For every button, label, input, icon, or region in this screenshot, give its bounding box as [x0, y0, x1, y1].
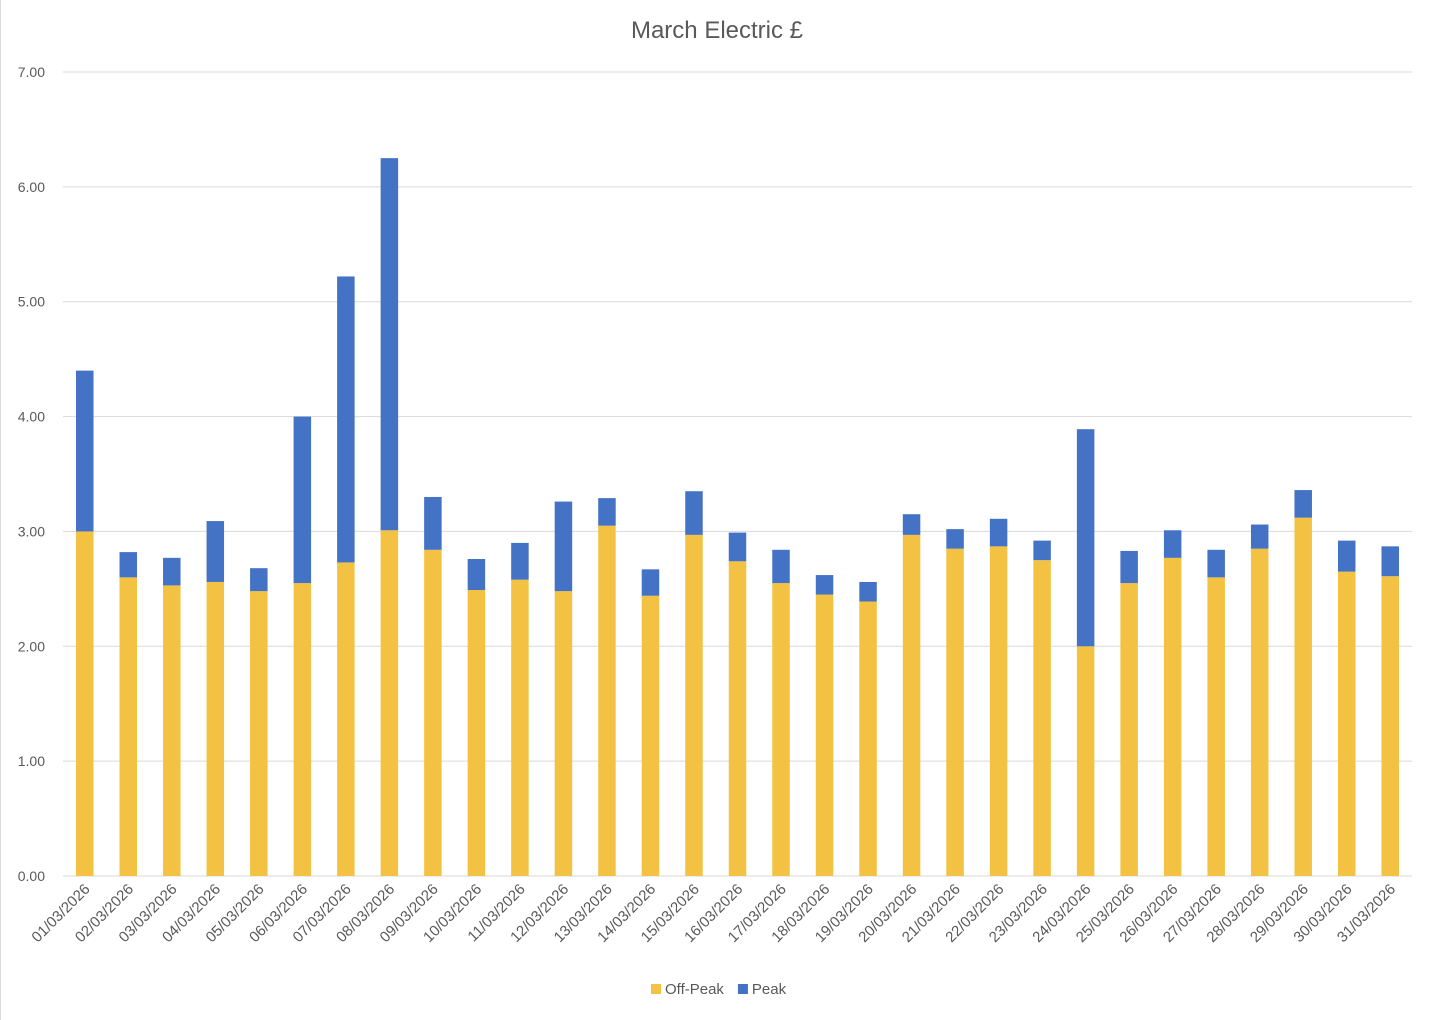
peak-bar [511, 542, 529, 580]
y-tick-label: 2.00 [18, 638, 45, 654]
off-peak-bar [206, 581, 225, 876]
x-axis-tick-labels: 01/03/202602/03/202603/03/202604/03/2026… [28, 881, 1399, 946]
y-tick-label: 3.00 [18, 523, 45, 539]
off-peak-bar [946, 548, 964, 876]
off-peak-bar [250, 591, 268, 876]
peak-bar [1207, 549, 1225, 578]
off-peak-bar [1381, 576, 1399, 876]
peak-bar [467, 558, 486, 591]
legend-label-peak: Peak [752, 981, 787, 998]
peak-bar [946, 529, 964, 549]
peak-bar [772, 549, 790, 584]
off-peak-bar [772, 583, 790, 876]
peak-bar [1294, 490, 1312, 518]
off-peak-bar [815, 594, 834, 876]
off-peak-bar [163, 585, 181, 876]
legend: Off-Peak Peak [651, 981, 787, 998]
legend-swatch-off-peak [651, 984, 661, 994]
peak-bar [728, 532, 747, 562]
off-peak-bar [554, 591, 573, 876]
peak-bar [1033, 540, 1051, 561]
off-peak-bar [859, 601, 877, 876]
y-tick-label: 1.00 [18, 753, 45, 769]
peak-bar [1250, 524, 1269, 549]
off-peak-bar [1250, 548, 1269, 876]
off-peak-bar [1076, 646, 1095, 876]
y-tick-label: 6.00 [18, 179, 45, 195]
y-tick-label: 0.00 [18, 868, 45, 884]
off-peak-bar [685, 534, 703, 876]
off-peak-bar [989, 546, 1008, 876]
off-peak-bar [598, 525, 616, 876]
y-tick-label: 4.00 [18, 409, 45, 425]
off-peak-bar [119, 577, 138, 876]
peak-bar [989, 518, 1008, 547]
peak-bar [206, 521, 225, 582]
off-peak-bar [337, 562, 355, 876]
off-peak-bar [380, 530, 399, 876]
peak-bar [598, 498, 616, 526]
y-tick-label: 5.00 [18, 294, 45, 310]
off-peak-bar [76, 531, 94, 876]
off-peak-bar [1163, 557, 1182, 876]
off-peak-bar [467, 590, 486, 876]
legend-label-off-peak: Off-Peak [665, 981, 724, 998]
peak-bar [859, 581, 877, 602]
peak-bar [380, 158, 399, 531]
bars [76, 158, 1399, 876]
peak-bar [293, 416, 312, 584]
legend-swatch-peak [737, 984, 748, 994]
off-peak-bar [1033, 560, 1051, 876]
peak-bar [902, 514, 921, 535]
peak-bar [1120, 550, 1138, 584]
off-peak-bar [1294, 517, 1312, 876]
off-peak-bar [902, 534, 921, 876]
peak-bar [1163, 530, 1182, 558]
peak-bar [119, 552, 138, 578]
off-peak-bar [424, 549, 442, 876]
off-peak-bar [641, 595, 660, 876]
peak-bar [424, 496, 442, 550]
off-peak-bar [1120, 583, 1138, 876]
peak-bar [685, 491, 703, 535]
peak-bar [1337, 540, 1356, 572]
off-peak-bar [1207, 577, 1225, 876]
peak-bar [815, 575, 834, 595]
peak-bar [554, 501, 573, 592]
chart-title: March Electric £ [631, 17, 803, 44]
peak-bar [337, 276, 355, 563]
off-peak-bar [293, 583, 312, 876]
off-peak-bar [511, 579, 529, 876]
y-axis-tick-labels: 0.00 1.00 2.00 3.00 4.00 5.00 6.00 7.00 [18, 64, 45, 884]
off-peak-bar [728, 561, 747, 876]
peak-bar [250, 568, 268, 592]
peak-bar [641, 569, 660, 596]
y-tick-label: 7.00 [18, 64, 45, 80]
peak-bar [1381, 546, 1399, 577]
off-peak-bar [1337, 571, 1356, 876]
peak-bar [76, 370, 94, 532]
peak-bar [1076, 429, 1095, 647]
peak-bar [163, 557, 181, 586]
